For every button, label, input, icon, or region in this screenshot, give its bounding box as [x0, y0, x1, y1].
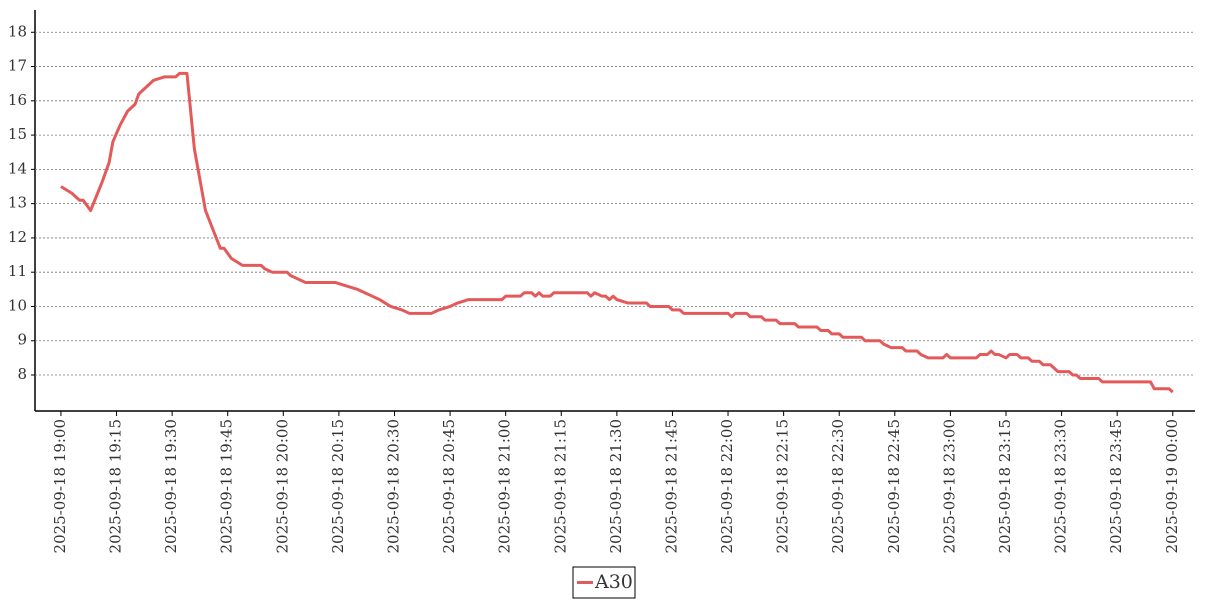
- x-tick-label: 2025-09-18 21:45: [662, 419, 680, 553]
- x-tick-label: 2025-09-18 22:00: [718, 419, 736, 553]
- y-tick-label: 15: [8, 125, 27, 143]
- y-tick-label: 11: [8, 262, 27, 280]
- x-tick-label: 2025-09-18 20:15: [329, 419, 347, 553]
- x-tick-label: 2025-09-18 23:00: [940, 419, 958, 553]
- y-tick-label: 10: [8, 296, 27, 314]
- legend-label: A30: [594, 571, 633, 593]
- y-tick-label: 16: [8, 91, 27, 109]
- x-tick-label: 2025-09-18 19:30: [162, 419, 180, 553]
- y-tick-label: 12: [8, 228, 27, 246]
- x-tick-label: 2025-09-18 19:00: [51, 419, 69, 553]
- x-tick-label: 2025-09-18 20:00: [273, 419, 291, 553]
- y-tick-label: 17: [8, 57, 27, 75]
- data-line: [60, 71, 1174, 394]
- x-tick-label: 2025-09-18 23:15: [996, 419, 1014, 553]
- y-tick-label: 13: [8, 194, 27, 212]
- x-tick-label: 2025-09-18 21:15: [551, 419, 569, 553]
- x-tick-label: 2025-09-18 22:30: [829, 419, 847, 553]
- x-tick-label: 2025-09-18 21:00: [496, 419, 514, 553]
- y-tick-label: 9: [17, 331, 27, 349]
- x-tick-label: 2025-09-18 20:30: [384, 419, 402, 553]
- x-tick-label: 2025-09-18 23:45: [1107, 419, 1125, 553]
- y-tick-label: 14: [8, 159, 27, 177]
- x-tick-label: 2025-09-18 21:30: [607, 419, 625, 553]
- x-tick-label: 2025-09-18 22:45: [885, 419, 903, 553]
- x-tick-label: 2025-09-18 20:45: [440, 419, 458, 553]
- y-tick-label: 8: [17, 365, 27, 383]
- x-tick-label: 2025-09-19 00:00: [1163, 419, 1181, 553]
- x-tick-label: 2025-09-18 23:30: [1052, 419, 1070, 553]
- y-tick-label: 18: [8, 22, 27, 40]
- x-tick-label: 2025-09-18 19:15: [107, 419, 125, 553]
- x-tick-label: 2025-09-18 19:45: [218, 419, 236, 553]
- x-tick-label: 2025-09-18 22:15: [774, 419, 792, 553]
